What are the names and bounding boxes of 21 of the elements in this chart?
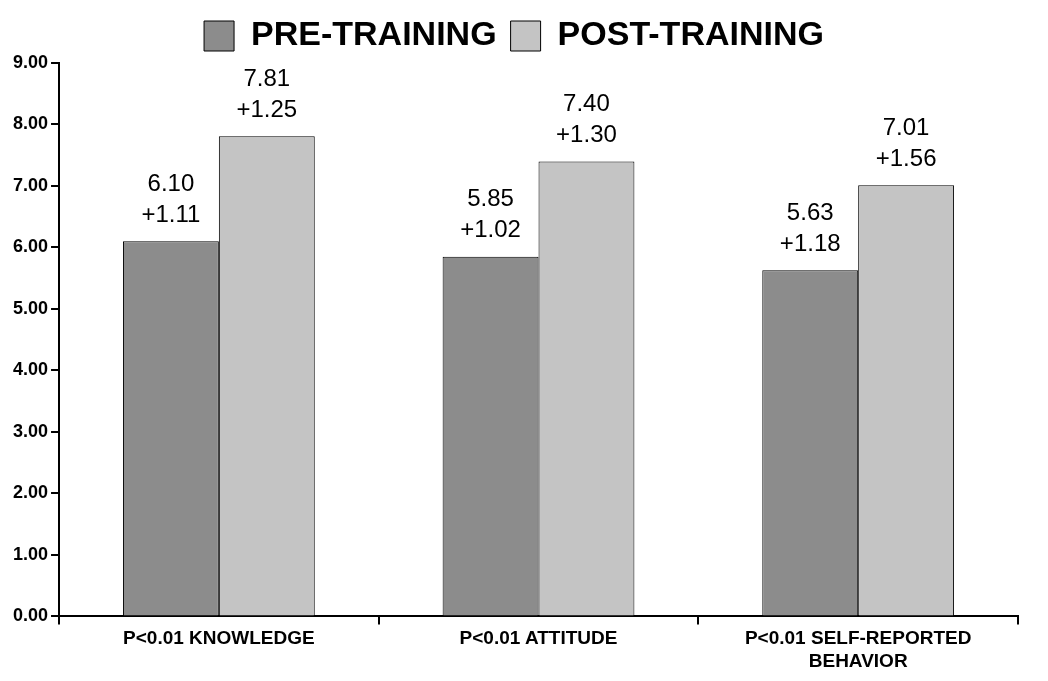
y-tick-label: 7.00	[12, 174, 49, 195]
legend-label: PRE-TRAINING	[251, 14, 497, 53]
y-tick-label: 3.00	[12, 420, 49, 441]
y-tick-label: 8.00	[12, 113, 49, 134]
data-label: 6.10 +1.11	[141, 168, 201, 227]
y-tick-label: 6.00	[12, 236, 49, 257]
data-label: 7.40 +1.30	[556, 89, 617, 148]
x-tick-label: P<0.01 KNOWLEDGE	[123, 627, 315, 649]
legend-label: POST-TRAINING	[557, 14, 824, 53]
y-tick-label: 2.00	[12, 482, 49, 503]
y-tick-label: 4.00	[12, 359, 49, 380]
data-label: 5.85 +1.02	[460, 184, 521, 243]
y-tick-label: 0.00	[12, 605, 49, 626]
y-tick-label: 1.00	[12, 543, 49, 564]
x-tick-label: P<0.01 SELF-REPORTED BEHAVIOR	[744, 627, 972, 671]
data-label: 7.01 +1.56	[875, 112, 937, 171]
x-tick-label: P<0.01 ATTITUDE	[459, 627, 618, 649]
data-label: 5.63 +1.18	[779, 197, 841, 256]
data-label: 7.81 +1.25	[236, 63, 298, 122]
y-tick-label: 5.00	[12, 297, 49, 318]
y-tick-label: 9.00	[12, 51, 49, 72]
